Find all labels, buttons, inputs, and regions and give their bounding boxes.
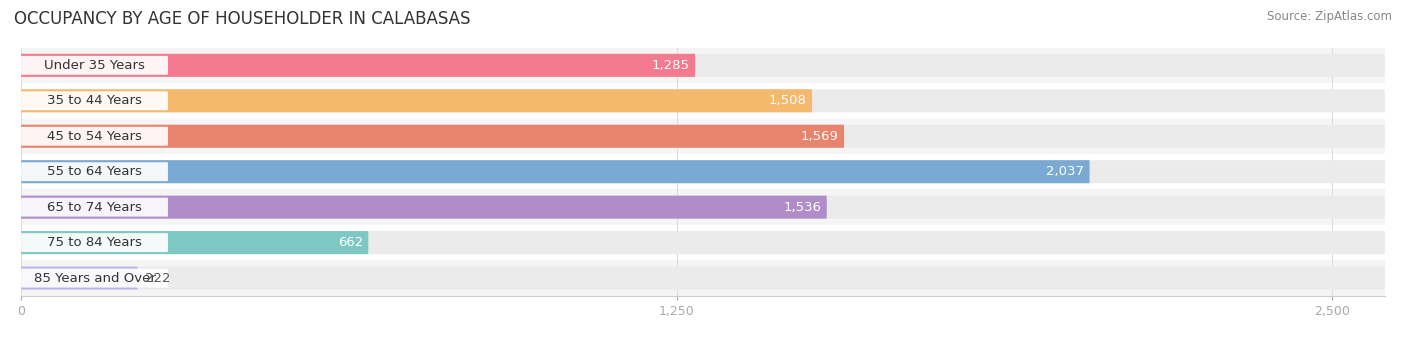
Text: 1,536: 1,536: [783, 201, 821, 214]
FancyBboxPatch shape: [21, 267, 1385, 290]
Bar: [21, 225, 1385, 260]
Text: 65 to 74 Years: 65 to 74 Years: [46, 201, 142, 214]
FancyBboxPatch shape: [21, 233, 167, 252]
Text: Under 35 Years: Under 35 Years: [44, 59, 145, 72]
FancyBboxPatch shape: [21, 54, 695, 77]
Bar: [21, 83, 1385, 119]
Text: 222: 222: [145, 272, 172, 285]
FancyBboxPatch shape: [21, 231, 1385, 254]
FancyBboxPatch shape: [21, 125, 1385, 148]
Bar: [21, 154, 1385, 189]
Text: 75 to 84 Years: 75 to 84 Years: [46, 236, 142, 249]
Text: 45 to 54 Years: 45 to 54 Years: [46, 130, 142, 143]
FancyBboxPatch shape: [21, 267, 138, 290]
FancyBboxPatch shape: [21, 162, 167, 181]
Text: 85 Years and Over: 85 Years and Over: [34, 272, 156, 285]
FancyBboxPatch shape: [21, 160, 1385, 183]
FancyBboxPatch shape: [21, 89, 1385, 112]
FancyBboxPatch shape: [21, 54, 1385, 77]
Text: 35 to 44 Years: 35 to 44 Years: [46, 94, 142, 107]
Bar: [21, 189, 1385, 225]
Text: 2,037: 2,037: [1046, 165, 1084, 178]
Text: 662: 662: [337, 236, 363, 249]
FancyBboxPatch shape: [21, 195, 827, 219]
FancyBboxPatch shape: [21, 56, 167, 75]
FancyBboxPatch shape: [21, 160, 1090, 183]
FancyBboxPatch shape: [21, 127, 167, 146]
FancyBboxPatch shape: [21, 195, 1385, 219]
Text: 55 to 64 Years: 55 to 64 Years: [46, 165, 142, 178]
Bar: [21, 260, 1385, 296]
Text: OCCUPANCY BY AGE OF HOUSEHOLDER IN CALABASAS: OCCUPANCY BY AGE OF HOUSEHOLDER IN CALAB…: [14, 10, 471, 28]
Text: 1,569: 1,569: [801, 130, 839, 143]
Text: 1,508: 1,508: [769, 94, 807, 107]
FancyBboxPatch shape: [21, 198, 167, 217]
FancyBboxPatch shape: [21, 231, 368, 254]
FancyBboxPatch shape: [21, 269, 167, 288]
FancyBboxPatch shape: [21, 91, 167, 110]
Text: 1,285: 1,285: [652, 59, 690, 72]
Text: Source: ZipAtlas.com: Source: ZipAtlas.com: [1267, 10, 1392, 23]
FancyBboxPatch shape: [21, 89, 813, 112]
FancyBboxPatch shape: [21, 125, 844, 148]
Bar: [21, 48, 1385, 83]
Bar: [21, 119, 1385, 154]
